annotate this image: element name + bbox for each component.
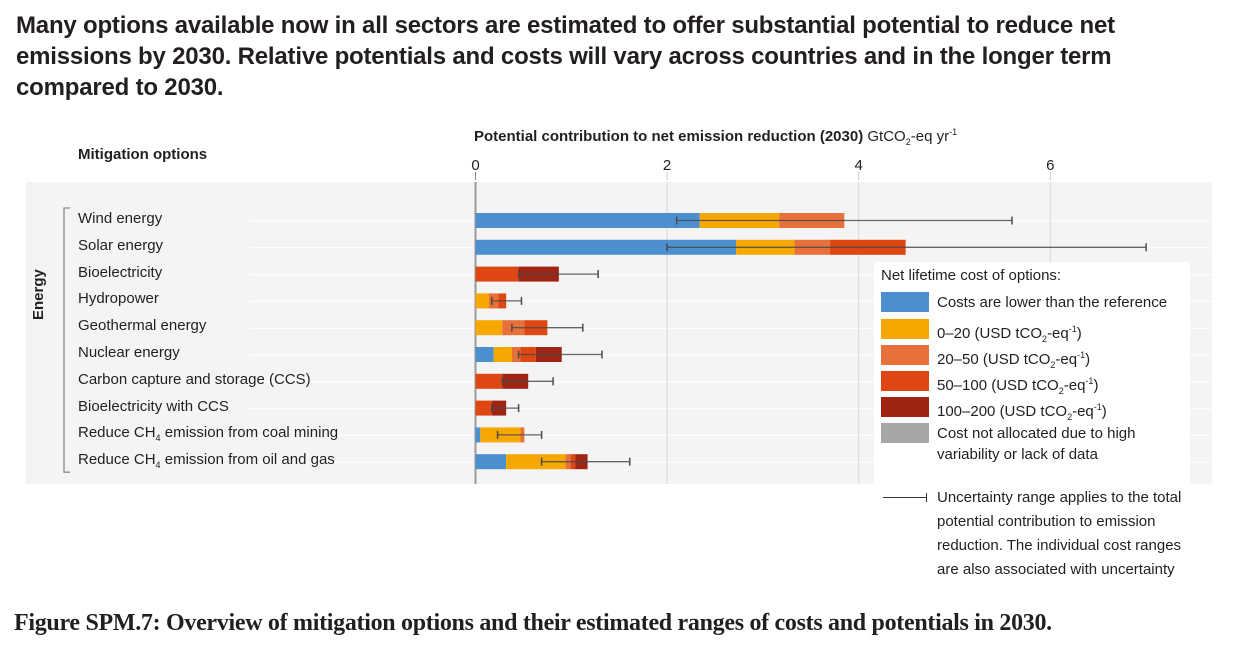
label-text: Solar energy <box>78 236 164 254</box>
legend-label-part: 20–50 (USD tCO <box>937 351 1051 368</box>
x-tick-label: 6 <box>1046 157 1054 174</box>
legend-label: 50–100 (USD tCO2-eq-1) <box>937 371 1098 402</box>
legend-label-part: -eq <box>1063 377 1086 394</box>
bar-segment <box>493 347 512 362</box>
category-label: Geothermal energy <box>78 317 206 334</box>
bar-segment <box>475 320 503 336</box>
label-text: Hydropower <box>78 290 159 308</box>
label-text: Wind energy <box>78 210 163 227</box>
legend-label-part: -eq <box>1055 351 1078 368</box>
mitigation-options-header: Mitigation options <box>78 146 208 163</box>
label-text: Reduce CH <box>78 451 156 469</box>
bar-segment <box>475 400 492 416</box>
legend-label-part: 2 <box>1067 412 1073 422</box>
legend-label-part: -1 <box>1077 350 1086 360</box>
x-axis-unit: GtCO2-eq yr-1 <box>863 127 958 147</box>
legend-label-part: 2 <box>1042 334 1048 344</box>
uncertainty-text: Uncertainty range applies to the total p… <box>937 489 1182 578</box>
label-text: Geothermal energy <box>78 317 207 335</box>
bar-segment <box>511 347 521 362</box>
x-tick-label: 4 <box>855 157 863 174</box>
legend-label: 0–20 (USD tCO2-eq-1) <box>937 319 1082 350</box>
headline: Many options available now in all sector… <box>16 12 1115 101</box>
legend-label-part: ) <box>1076 325 1082 342</box>
legend-label: Costs are lower than the reference <box>937 292 1167 313</box>
legend-item: Costs are lower than the reference <box>881 292 1167 314</box>
legend-label-part: ) <box>1101 403 1107 420</box>
legend-swatch <box>881 345 929 365</box>
label-text: emission from oil and gas <box>160 451 335 469</box>
legend-label-part: 100–200 (USD tCO <box>937 403 1068 420</box>
legend-label-part: 0–20 (USD tCO <box>937 325 1043 342</box>
label-text: Carbon capture and storage (CCS) <box>78 370 311 388</box>
legend-uncertainty: Uncertainty range applies to the total p… <box>881 486 1187 582</box>
legend-label-part: 2 <box>1050 360 1056 370</box>
legend-label-part: ) <box>1085 351 1091 368</box>
legend-label-part: -1 <box>1068 324 1077 334</box>
label-text: Reduce CH <box>78 424 156 442</box>
category-label: Hydropower <box>78 290 159 307</box>
legend-swatch <box>881 397 929 417</box>
label-text: Bioelectricity <box>78 263 163 281</box>
bar-segment <box>475 373 503 389</box>
category-label: Solar energy <box>78 237 163 254</box>
legend-item: 20–50 (USD tCO2-eq-1) <box>881 345 1090 370</box>
category-label: Reduce CH4 emission from oil and gas <box>78 451 335 470</box>
bar-segment <box>475 213 700 228</box>
legend-label: 100–200 (USD tCO2-eq-1) <box>937 397 1107 428</box>
unit-part: -eq yr <box>910 128 950 145</box>
bar-segment <box>475 239 737 255</box>
legend-label-part: -1 <box>1085 376 1094 386</box>
bar-segment <box>475 347 494 362</box>
category-label: Carbon capture and storage (CCS) <box>78 371 311 388</box>
unit-sup: -1 <box>949 127 958 137</box>
legend-label-part: -1 <box>1093 402 1102 412</box>
label-text: Nuclear energy <box>78 344 180 361</box>
legend-label: 20–50 (USD tCO2-eq-1) <box>937 345 1090 376</box>
legend-label-part: 2 <box>1058 386 1064 396</box>
category-label: Reduce CH4 emission from coal mining <box>78 424 338 443</box>
legend-label: Cost not allocated due to high variabili… <box>937 423 1182 465</box>
legend: Net lifetime cost of options: Costs are … <box>874 262 1190 602</box>
legend-title: Net lifetime cost of options: <box>881 267 1062 284</box>
bar-segment <box>506 454 566 470</box>
legend-item: 50–100 (USD tCO2-eq-1) <box>881 371 1098 396</box>
x-axis-title-text: Potential contribution to net emission r… <box>474 128 864 145</box>
figure-caption: Figure SPM.7: Overview of mitigation opt… <box>14 610 1052 636</box>
bar-segment <box>475 454 507 470</box>
legend-swatch <box>881 319 929 339</box>
legend-label-part: -eq <box>1047 325 1069 342</box>
unit-part: GtCO <box>863 128 906 145</box>
category-label: Wind energy <box>78 210 162 227</box>
legend-swatch <box>881 371 929 391</box>
legend-label-part: 50–100 (USD tCO <box>937 377 1059 394</box>
label-text: Bioelectricity with CCS <box>78 397 229 415</box>
bar-segment <box>475 266 519 282</box>
sector-label-energy: Energy <box>30 269 47 320</box>
legend-label-part: -eq <box>1072 403 1094 420</box>
sector-bracket <box>63 207 70 473</box>
x-axis-title: Potential contribution to net emission r… <box>474 127 957 147</box>
legend-item: Cost not allocated due to high variabili… <box>881 423 1182 463</box>
legend-label-part: Costs are lower than the reference <box>937 294 1168 311</box>
category-label: Nuclear energy <box>78 344 180 361</box>
label-subscript: 4 <box>155 433 161 444</box>
x-tick-label: 0 <box>471 157 479 174</box>
legend-swatch <box>881 292 929 312</box>
legend-swatch <box>881 423 929 443</box>
label-subscript: 4 <box>155 460 161 471</box>
legend-label-part: Cost not allocated due to high variabili… <box>937 425 1136 463</box>
bar-segment <box>475 427 481 443</box>
category-label: Bioelectricity with CCS <box>78 398 229 415</box>
error-bar-icon <box>881 486 929 510</box>
legend-item: 100–200 (USD tCO2-eq-1) <box>881 397 1107 422</box>
x-tick-label: 2 <box>663 157 671 174</box>
bar-segment <box>475 293 489 309</box>
label-text: emission from coal mining <box>160 424 339 442</box>
category-label: Bioelectricity <box>78 264 162 281</box>
legend-item: 0–20 (USD tCO2-eq-1) <box>881 319 1082 344</box>
legend-label-part: ) <box>1093 377 1099 394</box>
unit-sub: 2 <box>905 137 911 147</box>
